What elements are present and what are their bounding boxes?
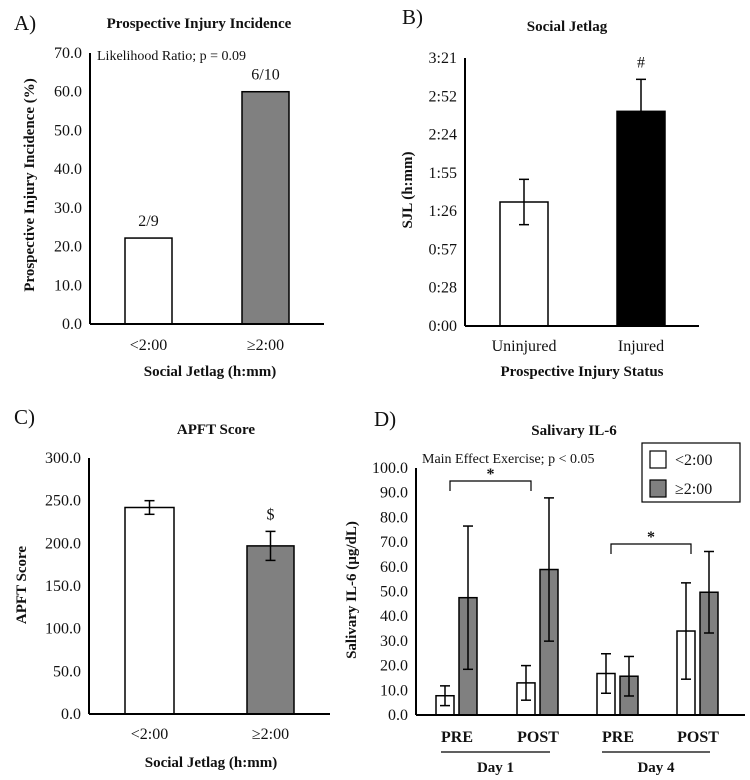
group-label: Day 4 xyxy=(637,760,675,776)
y-tick-label: 1:55 xyxy=(429,165,457,182)
y-tick-label: 100.0 xyxy=(372,460,408,477)
panel-a: A) Prospective Injury Incidence Prospectiv… xyxy=(14,11,324,380)
x-tick-label: POST xyxy=(677,729,719,746)
y-tick-label: 60.0 xyxy=(54,84,82,101)
y-tick-label: 70.0 xyxy=(54,45,82,62)
x-axis-label: Social Jetlag (h:mm) xyxy=(144,364,276,380)
y-tick-label: 150.0 xyxy=(45,578,81,595)
panel-c: C) APFT Score APFT Score Social Jetlag (h:m… xyxy=(14,405,330,771)
x-axis-label: Prospective Injury Status xyxy=(500,364,663,380)
chart-title: APFT Score xyxy=(177,422,256,438)
x-tick-label: PRE xyxy=(602,729,634,746)
y-tick-label: 0.0 xyxy=(62,316,82,333)
panel-label: D) xyxy=(374,407,396,431)
significance-bracket xyxy=(449,480,532,491)
y-tick-label: 80.0 xyxy=(380,509,408,526)
y-tick-label: 10.0 xyxy=(54,277,82,294)
bar-0 xyxy=(124,506,175,715)
chart-title: Prospective Injury Incidence xyxy=(107,16,292,32)
chart-title: Social Jetlag xyxy=(527,19,608,35)
y-tick-label: 2:24 xyxy=(429,127,457,144)
x-tick-label: POST xyxy=(517,729,559,746)
panel-b: B) Social Jetlag SJL (h:mm) Prospective Inj… xyxy=(400,5,699,380)
y-tick-label: 50.0 xyxy=(53,663,81,680)
y-tick-label: 0.0 xyxy=(388,707,408,724)
y-tick-label: 20.0 xyxy=(54,239,82,256)
annotation: Main Effect Exercise; p < 0.05 xyxy=(422,452,594,467)
chart-title: Salivary IL-6 xyxy=(531,423,617,439)
y-axis-label: Prospective Injury Incidence (%) xyxy=(22,78,38,291)
group-label: Day 1 xyxy=(477,760,514,776)
significance-bracket xyxy=(610,543,692,554)
y-tick-label: 0:57 xyxy=(429,241,457,258)
significance-marker: * xyxy=(647,529,655,546)
x-axis-label: Social Jetlag (h:mm) xyxy=(145,755,277,771)
y-tick-label: 40.0 xyxy=(54,161,82,178)
panel-d: D) Salivary IL-6 Salivary IL-6 (µg/dL) Main… xyxy=(344,407,745,776)
panel-label: A) xyxy=(14,11,36,35)
y-tick-label: 0.0 xyxy=(61,706,81,723)
y-tick-label: 50.0 xyxy=(380,584,408,601)
y-tick-label: 90.0 xyxy=(380,485,408,502)
significance-marker: $ xyxy=(267,506,275,523)
y-tick-label: 300.0 xyxy=(45,450,81,467)
legend-label: ≥2:00 xyxy=(675,481,712,498)
x-tick-label: <2:00 xyxy=(131,726,168,743)
y-tick-label: 20.0 xyxy=(380,658,408,675)
annotation: Likelihood Ratio; p = 0.09 xyxy=(97,49,246,64)
y-tick-label: 70.0 xyxy=(380,534,408,551)
y-tick-label: 100.0 xyxy=(45,621,81,638)
panel-label: B) xyxy=(402,5,423,29)
y-axis-label: Salivary IL-6 (µg/dL) xyxy=(344,521,360,659)
legend-swatch xyxy=(649,450,667,469)
x-tick-label: <2:00 xyxy=(130,337,167,354)
bar-1 xyxy=(241,90,290,325)
y-tick-label: 250.0 xyxy=(45,493,81,510)
y-tick-label: 40.0 xyxy=(380,608,408,625)
x-tick-label: ≥2:00 xyxy=(252,726,289,743)
legend: <2:00 ≥2:00 xyxy=(641,442,741,503)
x-tick-label: Injured xyxy=(618,338,664,355)
y-axis-label: SJL (h:mm) xyxy=(400,151,416,228)
x-tick-label: ≥2:00 xyxy=(247,337,284,354)
significance-marker: # xyxy=(637,54,645,71)
y-tick-label: 50.0 xyxy=(54,122,82,139)
x-tick-label: PRE xyxy=(441,729,473,746)
legend-label: <2:00 xyxy=(675,452,712,469)
y-tick-label: 2:52 xyxy=(429,88,457,105)
x-tick-label: Uninjured xyxy=(492,338,557,355)
y-tick-label: 1:26 xyxy=(429,203,457,220)
y-tick-label: 60.0 xyxy=(380,559,408,576)
panel-label: C) xyxy=(14,405,35,429)
significance-marker: * xyxy=(487,466,495,483)
bar-data-label: 6/10 xyxy=(251,67,279,84)
y-tick-label: 30.0 xyxy=(380,633,408,650)
y-tick-label: 0:00 xyxy=(429,318,457,335)
bar-0 xyxy=(124,237,173,325)
y-tick-label: 3:21 xyxy=(429,50,457,67)
y-tick-label: 30.0 xyxy=(54,200,82,217)
y-tick-label: 200.0 xyxy=(45,535,81,552)
bar-1 xyxy=(246,545,295,715)
y-tick-label: 0:28 xyxy=(429,280,457,297)
bar-data-label: 2/9 xyxy=(138,213,158,230)
legend-swatch xyxy=(649,479,667,498)
y-tick-label: 10.0 xyxy=(380,682,408,699)
y-axis-label: APFT Score xyxy=(14,546,30,625)
